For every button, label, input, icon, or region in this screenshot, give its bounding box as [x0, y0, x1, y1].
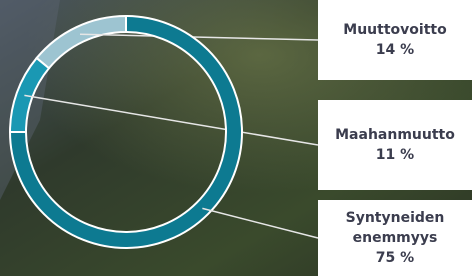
value-label: 11 % — [368, 145, 422, 165]
category-label: Syntyneiden enemmyys — [318, 208, 472, 248]
category-label: Maahanmuutto — [327, 125, 463, 145]
value-label: 75 % — [368, 248, 422, 268]
category-label: Muuttovoitto — [335, 20, 454, 40]
value-label: 14 % — [368, 40, 422, 60]
page: Muuttovoitto14 % Maahanmuutto11 % Syntynei… — [0, 0, 472, 276]
